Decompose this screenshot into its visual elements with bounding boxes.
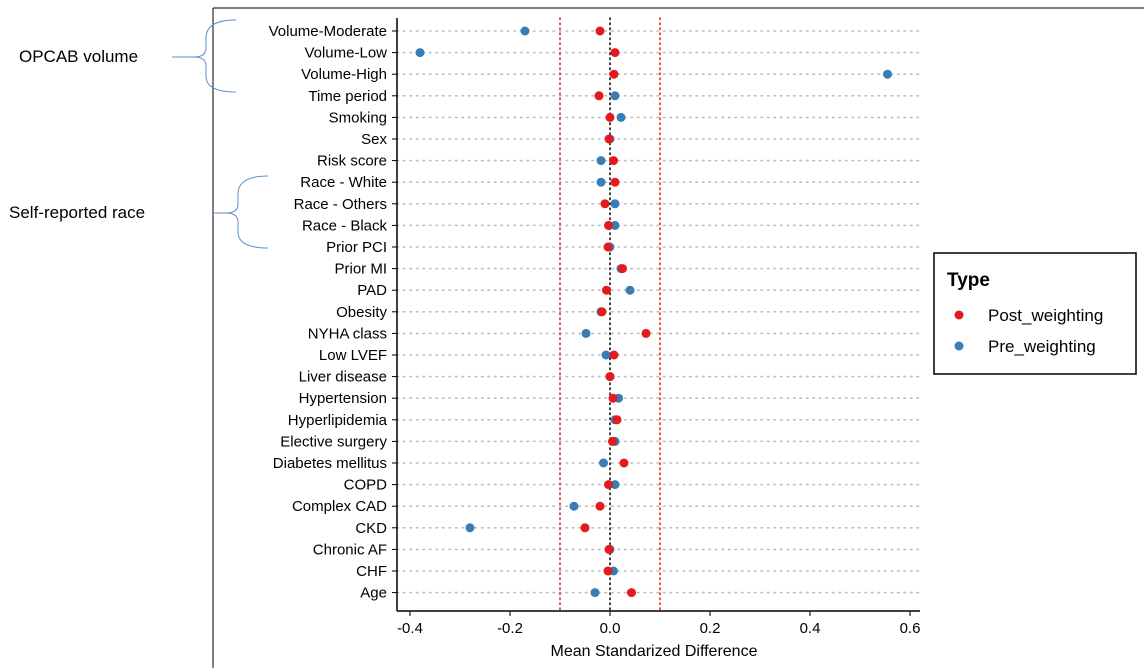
point-post-weighting xyxy=(605,112,615,122)
point-post-weighting xyxy=(605,372,615,382)
point-post-weighting xyxy=(641,328,651,338)
grid-lines xyxy=(396,30,921,594)
x-tick-label: 0.4 xyxy=(800,620,821,637)
legend-marker-pre xyxy=(954,341,964,351)
y-tick-label: Volume-Low xyxy=(304,45,387,62)
point-post-weighting xyxy=(610,177,620,187)
point-pre-weighting xyxy=(610,91,620,101)
point-post-weighting xyxy=(603,566,613,576)
y-tick-label: Hyperlipidemia xyxy=(288,412,388,429)
y-tick-label: Diabetes mellitus xyxy=(273,455,387,472)
y-tick-label: Race - Black xyxy=(302,217,388,234)
y-tick-label: PAD xyxy=(357,282,387,299)
y-tick-label: Race - Others xyxy=(294,196,387,213)
point-pre-weighting xyxy=(599,458,608,468)
y-tick-label: CKD xyxy=(355,520,387,537)
y-tick-label: Hypertension xyxy=(299,390,387,407)
point-post-weighting xyxy=(604,134,614,144)
point-pre-weighting xyxy=(581,328,591,338)
y-tick-label: Chronic AF xyxy=(313,541,387,558)
legend-label-pre: Pre_weighting xyxy=(988,337,1096,356)
point-post-weighting xyxy=(608,436,617,446)
point-pre-weighting xyxy=(520,26,530,36)
point-pre-weighting xyxy=(610,199,620,209)
point-post-weighting xyxy=(609,69,619,79)
y-tick-label: Risk score xyxy=(317,153,387,170)
point-post-weighting xyxy=(580,523,590,533)
y-tick-label: Liver disease xyxy=(299,369,387,386)
point-pre-weighting xyxy=(596,177,606,187)
point-pre-weighting xyxy=(465,523,475,533)
axes xyxy=(396,18,920,612)
point-post-weighting xyxy=(595,501,605,511)
y-tick-label: Complex CAD xyxy=(292,498,387,515)
point-post-weighting xyxy=(600,199,610,209)
y-tick-label: COPD xyxy=(344,477,388,494)
legend-box xyxy=(933,252,1137,375)
point-post-weighting xyxy=(610,48,620,58)
point-post-weighting xyxy=(603,242,613,252)
x-tick-label: -0.2 xyxy=(497,620,523,637)
x-tick-label: 0.6 xyxy=(900,620,921,637)
point-pre-weighting xyxy=(590,588,600,598)
point-post-weighting xyxy=(618,264,627,274)
y-tick-label: Race - White xyxy=(300,174,387,191)
y-tick-label: Sex xyxy=(361,131,387,148)
point-post-weighting xyxy=(604,544,614,554)
y-tick-label: Prior PCI xyxy=(326,239,387,256)
race-brace xyxy=(225,175,269,249)
point-post-weighting xyxy=(612,415,622,425)
y-tick-label: Elective surgery xyxy=(280,433,387,450)
point-pre-weighting xyxy=(610,480,620,490)
y-tick-label: Volume-High xyxy=(301,66,387,83)
x-tick-label: 0.2 xyxy=(700,620,721,637)
legend-title: Type xyxy=(947,270,990,291)
point-post-weighting xyxy=(604,220,613,230)
x-tick-label: 0.0 xyxy=(600,620,621,637)
point-pre-weighting xyxy=(596,156,606,166)
point-pre-weighting xyxy=(616,112,626,122)
point-pre-weighting xyxy=(610,220,620,230)
y-tick-label: Time period xyxy=(308,88,387,105)
point-post-weighting xyxy=(609,156,618,166)
y-tick-label: CHF xyxy=(356,563,387,580)
point-post-weighting xyxy=(602,285,611,295)
point-pre-weighting xyxy=(883,69,892,79)
point-pre-weighting xyxy=(625,285,635,295)
y-tick-label: NYHA class xyxy=(308,325,387,342)
point-post-weighting xyxy=(595,26,605,36)
point-post-weighting xyxy=(608,393,618,403)
point-pre-weighting xyxy=(569,501,579,511)
x-tick-labels: -0.4 -0.2 0.0 0.2 0.4 0.6 xyxy=(397,611,920,637)
y-tick-label: Prior MI xyxy=(335,261,388,278)
point-post-weighting xyxy=(619,458,629,468)
y-tick-label: Smoking xyxy=(329,109,387,126)
point-post-weighting xyxy=(609,350,619,360)
point-post-weighting xyxy=(594,91,604,101)
legend-marker-post xyxy=(954,310,964,320)
y-tick-label: Volume-Moderate xyxy=(269,23,387,40)
point-pre-weighting xyxy=(415,48,425,58)
point-post-weighting xyxy=(627,588,636,598)
legend: Type Post_weighting Pre_weighting xyxy=(933,252,1137,375)
y-tick-labels: Volume-Moderate Volume-Low Volume-High Time… xyxy=(269,23,397,602)
y-tick-label: Age xyxy=(360,585,387,602)
point-post-weighting xyxy=(604,480,613,490)
x-axis-title: Mean Standarized Difference xyxy=(551,643,758,660)
annotation-opcab-volume: OPCAB volume xyxy=(19,47,139,66)
volume-brace xyxy=(193,19,237,93)
legend-label-post: Post_weighting xyxy=(988,306,1103,325)
data-points xyxy=(415,26,892,598)
y-tick-label: Low LVEF xyxy=(319,347,387,364)
point-pre-weighting xyxy=(601,350,611,360)
point-post-weighting xyxy=(597,307,607,317)
annotation-self-reported-race: Self-reported race xyxy=(9,203,146,222)
x-tick-label: -0.4 xyxy=(397,620,423,637)
reference-lines xyxy=(559,17,661,612)
y-tick-label: Obesity xyxy=(336,304,387,321)
